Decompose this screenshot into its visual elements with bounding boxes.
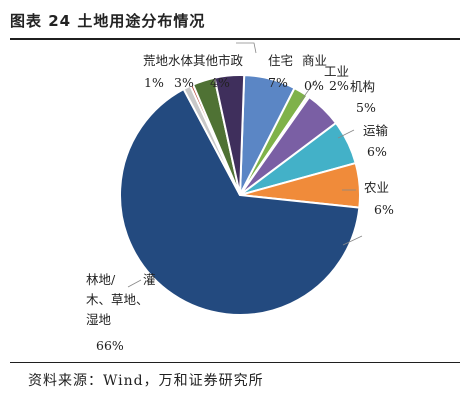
data-label: 1% bbox=[144, 75, 164, 90]
data-label-line: 湿地 bbox=[86, 312, 112, 327]
data-label-line: 1% bbox=[144, 75, 164, 90]
data-label-line: 4% bbox=[210, 75, 230, 90]
data-label: 农业 bbox=[364, 180, 389, 195]
data-label-line: 66% bbox=[96, 338, 124, 353]
data-label-line: 木、草地、 bbox=[86, 292, 149, 307]
chart-title: 图表 24 土地用途分布情况 bbox=[10, 12, 206, 30]
data-label: 6% bbox=[374, 202, 394, 217]
data-label: 0% bbox=[304, 78, 324, 93]
data-label-line: 7% bbox=[268, 75, 288, 90]
data-label: 3% bbox=[174, 75, 194, 90]
data-label-line: 农业 bbox=[364, 180, 389, 195]
data-label: 荒地水体其他市政 bbox=[143, 53, 244, 68]
data-label-line: 6% bbox=[367, 144, 387, 159]
data-label-line: 机构 bbox=[350, 79, 375, 94]
data-label-line: 住宅 bbox=[268, 53, 293, 68]
data-label-line: 工业 bbox=[324, 64, 349, 79]
data-label: 机构 bbox=[350, 79, 375, 94]
figure-header: 图表 24 土地用途分布情况 bbox=[10, 10, 460, 36]
data-label: 6% bbox=[367, 144, 387, 159]
leader-line bbox=[337, 129, 355, 139]
data-label-line: 荒地水体其他市政 bbox=[143, 53, 244, 68]
data-label: 2% bbox=[329, 78, 349, 93]
leader-line bbox=[299, 79, 317, 103]
data-label-line: 林地/ bbox=[86, 272, 116, 287]
leader-line bbox=[236, 42, 257, 54]
data-label: 商业 bbox=[302, 53, 327, 68]
data-label-line: 6% bbox=[374, 202, 394, 217]
data-label: 7% bbox=[268, 75, 288, 90]
top-rule bbox=[10, 38, 460, 40]
data-label-line: 运输 bbox=[363, 123, 389, 138]
pie-slice bbox=[213, 74, 246, 196]
leader-line bbox=[127, 279, 142, 288]
data-label: 林地/木、草地、湿地 bbox=[86, 272, 149, 327]
data-label-line: 灌 bbox=[143, 272, 156, 287]
data-label-line: 5% bbox=[356, 100, 376, 115]
data-label-line: 3% bbox=[174, 75, 194, 90]
data-label: 5% bbox=[356, 100, 376, 115]
source-note: 资料来源：Wind，万和证券研究所 bbox=[28, 373, 264, 389]
leader-line bbox=[342, 235, 363, 246]
data-label: 运输 bbox=[363, 123, 389, 138]
data-label-line: 2% bbox=[329, 78, 349, 93]
data-label: 66% bbox=[96, 338, 124, 353]
data-label: 住宅 bbox=[268, 53, 293, 68]
data-label-line: 商业 bbox=[302, 53, 327, 68]
data-label: 灌 bbox=[143, 272, 156, 287]
bottom-rule bbox=[10, 362, 460, 363]
data-label: 4% bbox=[210, 75, 230, 90]
pie-slice bbox=[119, 87, 361, 316]
data-label-line: 0% bbox=[304, 78, 324, 93]
data-label: 工业 bbox=[324, 64, 349, 79]
